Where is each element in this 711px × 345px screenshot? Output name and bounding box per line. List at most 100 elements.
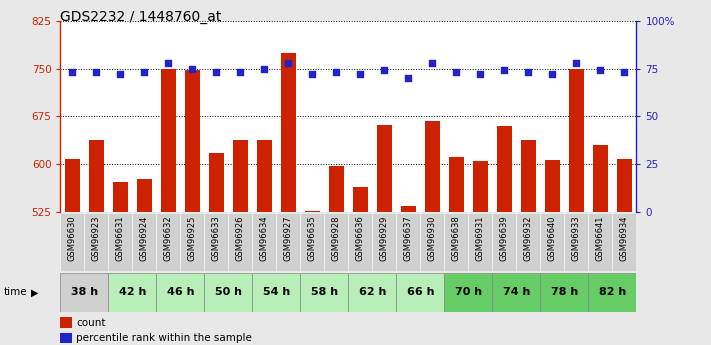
Bar xyxy=(205,273,252,312)
Text: GSM96926: GSM96926 xyxy=(236,216,245,261)
Point xyxy=(91,70,102,75)
Text: 70 h: 70 h xyxy=(455,287,482,297)
Text: GSM96632: GSM96632 xyxy=(164,216,173,261)
Text: GSM96637: GSM96637 xyxy=(404,216,413,262)
Bar xyxy=(109,273,156,312)
Bar xyxy=(112,182,128,212)
Bar xyxy=(444,273,493,312)
Point xyxy=(283,60,294,66)
Bar xyxy=(208,153,224,212)
Bar xyxy=(304,211,320,212)
Text: GSM96925: GSM96925 xyxy=(188,216,197,261)
Point xyxy=(306,71,318,77)
Bar xyxy=(540,273,589,312)
Bar xyxy=(397,273,444,312)
Text: GDS2232 / 1448760_at: GDS2232 / 1448760_at xyxy=(60,10,222,24)
Point xyxy=(379,68,390,73)
Bar xyxy=(569,69,584,212)
Point xyxy=(210,70,222,75)
Text: 62 h: 62 h xyxy=(358,287,386,297)
Point xyxy=(498,68,510,73)
Text: 46 h: 46 h xyxy=(166,287,194,297)
Point xyxy=(331,70,342,75)
Text: GSM96636: GSM96636 xyxy=(356,216,365,262)
Text: GSM96634: GSM96634 xyxy=(260,216,269,261)
Text: GSM96924: GSM96924 xyxy=(140,216,149,261)
Text: 78 h: 78 h xyxy=(551,287,578,297)
Text: GSM96927: GSM96927 xyxy=(284,216,293,261)
Text: GSM96928: GSM96928 xyxy=(332,216,341,261)
Bar xyxy=(616,159,632,212)
Text: 74 h: 74 h xyxy=(503,287,530,297)
Text: 58 h: 58 h xyxy=(311,287,338,297)
Text: GSM96934: GSM96934 xyxy=(620,216,629,261)
Bar xyxy=(137,179,152,212)
Bar xyxy=(520,140,536,212)
Text: GSM96931: GSM96931 xyxy=(476,216,485,261)
Text: 38 h: 38 h xyxy=(71,287,98,297)
Point xyxy=(187,66,198,71)
Text: 54 h: 54 h xyxy=(263,287,290,297)
Text: GSM96932: GSM96932 xyxy=(524,216,533,261)
Text: GSM96923: GSM96923 xyxy=(92,216,101,261)
Bar xyxy=(252,273,301,312)
Text: GSM96641: GSM96641 xyxy=(596,216,605,261)
Point xyxy=(451,70,462,75)
Bar xyxy=(328,166,344,212)
Bar xyxy=(257,140,272,212)
Point xyxy=(235,70,246,75)
Text: GSM96635: GSM96635 xyxy=(308,216,317,261)
Bar xyxy=(589,273,636,312)
Point xyxy=(619,70,630,75)
Bar xyxy=(161,69,176,212)
Bar xyxy=(473,161,488,212)
Text: GSM96933: GSM96933 xyxy=(572,216,581,261)
Bar xyxy=(60,317,72,328)
Text: 66 h: 66 h xyxy=(407,287,434,297)
Bar xyxy=(232,140,248,212)
Text: 42 h: 42 h xyxy=(119,287,146,297)
Bar xyxy=(348,273,397,312)
Point xyxy=(571,60,582,66)
Point xyxy=(259,66,270,71)
Point xyxy=(355,71,366,77)
Point xyxy=(67,70,78,75)
Text: GSM96631: GSM96631 xyxy=(116,216,125,261)
Bar xyxy=(592,145,608,212)
Bar xyxy=(156,273,205,312)
Point xyxy=(594,68,606,73)
Point xyxy=(547,71,558,77)
Bar xyxy=(89,140,105,212)
Bar xyxy=(493,273,540,312)
Bar xyxy=(281,52,296,212)
Text: 50 h: 50 h xyxy=(215,287,242,297)
Text: GSM96640: GSM96640 xyxy=(548,216,557,261)
Text: ▶: ▶ xyxy=(31,287,38,297)
Bar xyxy=(301,273,348,312)
Bar xyxy=(400,206,416,212)
Bar xyxy=(353,187,368,212)
Point xyxy=(427,60,438,66)
Text: GSM96930: GSM96930 xyxy=(428,216,437,261)
Text: GSM96630: GSM96630 xyxy=(68,216,77,261)
Bar xyxy=(449,157,464,212)
Text: GSM96639: GSM96639 xyxy=(500,216,509,261)
Point xyxy=(163,60,174,66)
Point xyxy=(523,70,534,75)
Text: count: count xyxy=(76,318,106,328)
Point xyxy=(475,71,486,77)
Bar xyxy=(545,160,560,212)
Point xyxy=(402,76,414,81)
Text: 82 h: 82 h xyxy=(599,287,626,297)
Text: percentile rank within the sample: percentile rank within the sample xyxy=(76,333,252,343)
Bar xyxy=(60,333,72,344)
Text: time: time xyxy=(4,287,27,297)
Bar xyxy=(65,159,80,212)
Text: GSM96638: GSM96638 xyxy=(452,216,461,262)
Text: GSM96633: GSM96633 xyxy=(212,216,221,262)
Bar xyxy=(377,125,392,212)
Bar xyxy=(185,70,201,212)
Bar xyxy=(496,126,512,212)
Bar xyxy=(60,273,109,312)
Text: GSM96929: GSM96929 xyxy=(380,216,389,261)
